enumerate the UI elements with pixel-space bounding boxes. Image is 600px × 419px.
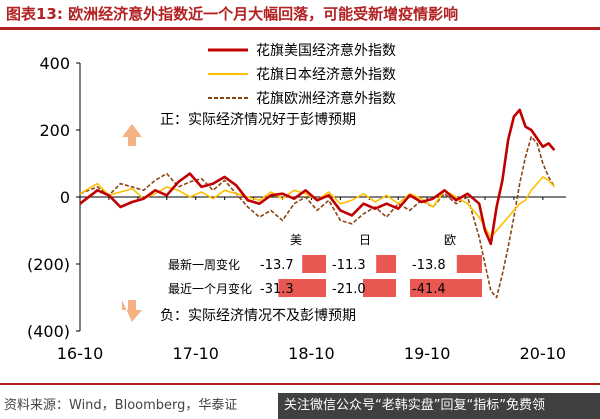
watermark-banner: 关注微信公众号“老韩实盘”回复“指标”免费领 (278, 393, 600, 419)
x-tick-label: 16-10 (57, 344, 104, 363)
x-tick-label: 17-10 (172, 344, 219, 363)
legend-label-us: 花旗美国经济意外指数 (256, 42, 396, 59)
y-tick-label: 400 (39, 54, 70, 73)
change-bar (456, 255, 482, 273)
line-chart: 400 200 0 (200) (400) 16-10 17-10 18-10 19-10 20-… (27, 42, 567, 363)
table-cell-value: -11.3 (332, 258, 366, 273)
figure-title: 图表13: 欧洲经济意外指数近一个月大幅回落，可能受新增疫情影响 (6, 5, 459, 23)
change-bar (278, 279, 326, 297)
table-row-label: 最近一个月变化 (168, 281, 252, 296)
table-row-label: 最新一周变化 (168, 257, 240, 272)
x-tick-label: 20-10 (520, 344, 567, 363)
table-cell-value: -13.8 (412, 258, 446, 273)
y-tick-label: (400) (27, 322, 70, 341)
table-cell-value: -13.7 (260, 258, 294, 273)
x-tick-label: 19-10 (404, 344, 451, 363)
source-bar: 资料来源：Wind，Bloomberg，华泰证 (0, 383, 600, 419)
change-bar (302, 255, 326, 273)
change-bar (376, 255, 396, 273)
up-arrow-icon (122, 124, 142, 146)
x-tick-label: 18-10 (288, 344, 335, 363)
legend-label-euro: 花旗欧洲经济意外指数 (256, 90, 396, 107)
negative-annotation: 负：实际经济情况不及彭博预期 (160, 307, 356, 324)
y-tick-label: 0 (60, 188, 70, 207)
table-cell-value: -31.3 (260, 282, 294, 297)
series-line-us (79, 108, 556, 246)
legend-label-japan: 花旗日本经济意外指数 (256, 66, 396, 83)
y-tick-label: (200) (27, 255, 70, 274)
series-line-japan (79, 176, 556, 238)
down-arrow-icon (122, 300, 142, 322)
figure-title-bar: 图表13: 欧洲经济意外指数近一个月大幅回落，可能受新增疫情影响 (0, 0, 600, 30)
change-bar (363, 279, 396, 297)
table-column-header: 日 (359, 233, 371, 247)
table-cell-value: -21.0 (332, 282, 366, 297)
y-tick-label: 200 (39, 121, 70, 140)
table-column-header: 美 (290, 233, 302, 247)
table-column-header: 欧 (444, 233, 456, 247)
table-cell-value: -41.4 (412, 282, 446, 297)
change-bar (410, 279, 482, 297)
source-note: 资料来源：Wind，Bloomberg，华泰证 (4, 398, 238, 413)
positive-annotation: 正：实际经济情况好于彭博预期 (160, 111, 356, 128)
